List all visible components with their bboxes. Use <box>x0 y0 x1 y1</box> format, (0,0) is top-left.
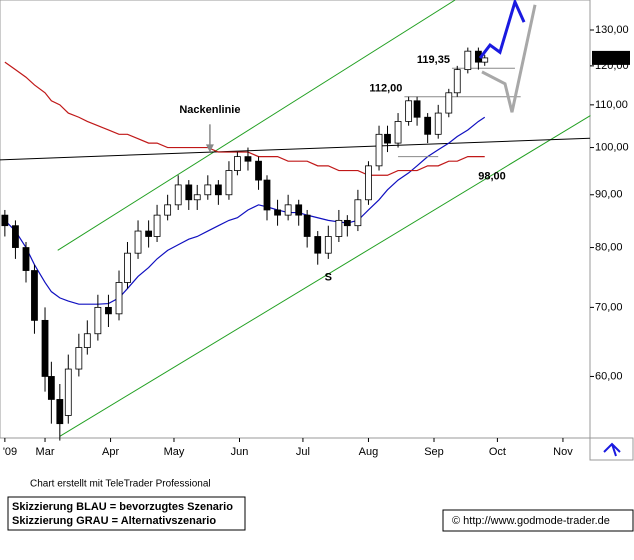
candle-body <box>1 214 9 227</box>
scenario-line <box>478 0 526 59</box>
candle-body <box>233 156 241 171</box>
y-tick-label: 90,00 <box>595 189 623 201</box>
candle-body <box>134 230 142 254</box>
candle-body <box>64 368 72 416</box>
candle-body <box>255 160 262 181</box>
candle-body <box>424 116 432 135</box>
candle-body <box>83 333 91 348</box>
y-tick-label: 60,00 <box>595 370 623 382</box>
legend-text: Skizzierung GRAU = Alternativszenario <box>12 515 216 527</box>
candle-body <box>314 236 322 254</box>
level-label: 98,00 <box>478 171 506 183</box>
plot-area <box>0 0 591 439</box>
candle-body <box>47 376 55 400</box>
candle-body <box>244 156 252 162</box>
annotation: Nackenlinie <box>179 104 240 116</box>
candle-body <box>193 194 201 201</box>
corner-icon <box>603 442 621 457</box>
candle-body <box>335 219 343 237</box>
candle-body <box>225 170 233 196</box>
x-tick-label: May <box>164 446 185 458</box>
candle-body <box>375 133 383 167</box>
candle-body <box>354 199 362 227</box>
candle-body <box>405 100 413 122</box>
candle-body <box>145 230 153 237</box>
candle-body <box>22 247 30 271</box>
candle-body <box>434 112 442 135</box>
x-tick-label: Jul <box>296 446 310 458</box>
candle-body <box>185 184 193 201</box>
candle-body <box>56 399 64 425</box>
legend-box <box>7 496 246 531</box>
trend-line <box>0 137 591 161</box>
x-tick-label: Oct <box>489 446 506 458</box>
candle-body <box>453 69 461 94</box>
x-tick-label: Jun <box>231 446 249 458</box>
trend-line <box>59 115 591 437</box>
candle-body <box>324 236 332 254</box>
candle-body <box>274 209 281 216</box>
candle-body <box>75 347 83 370</box>
last-price-label: 122,15 <box>595 52 629 64</box>
x-tick-label: Sep <box>424 446 444 458</box>
moving-average <box>4 61 485 176</box>
annotation-arrowhead <box>205 144 214 153</box>
candle-body <box>115 282 123 315</box>
x-tick-label: Aug <box>359 446 379 458</box>
candle-body <box>153 214 161 237</box>
candle-body <box>214 184 222 196</box>
y-tick-label: 110,00 <box>595 99 628 111</box>
x-tick-label: '09 <box>3 446 17 458</box>
y-tick-label: 70,00 <box>595 301 623 313</box>
candle-body <box>365 165 372 201</box>
candle-body <box>41 319 49 377</box>
legend-text: Skizzierung BLAU = bevorzugtes Szenario <box>12 501 233 513</box>
level-label: 119,35 <box>417 54 450 66</box>
corner-box <box>589 437 634 461</box>
candle-body <box>295 204 303 216</box>
trend-line <box>57 0 456 251</box>
candle-body <box>464 50 472 71</box>
candle-body <box>174 184 182 206</box>
scenario-line <box>481 4 537 113</box>
candle-body <box>394 121 402 144</box>
candle-body <box>31 270 38 321</box>
candle-body <box>303 214 311 237</box>
candle-body <box>263 179 271 211</box>
candle-body <box>105 306 112 315</box>
candle-body <box>12 225 19 248</box>
candle-body <box>343 219 351 227</box>
candle-body <box>445 92 453 114</box>
moving-average <box>4 116 486 305</box>
x-tick-label: Apr <box>102 446 119 458</box>
credit: Chart erstellt mit TeleTrader Profession… <box>30 479 211 490</box>
level-label: 112,00 <box>369 83 402 95</box>
y-tick-label: 100,00 <box>595 141 629 153</box>
x-tick-label: Nov <box>553 446 573 458</box>
candle-body <box>384 133 391 144</box>
candle-body <box>481 57 489 63</box>
y-tick-label: 130,00 <box>595 24 629 36</box>
candle-body <box>124 252 131 283</box>
source: © http://www.godmode-trader.de <box>452 515 610 527</box>
y-tick-label: 80,00 <box>595 241 623 253</box>
candle-body <box>164 204 172 216</box>
candle-body <box>413 100 421 118</box>
candle-body <box>284 204 292 216</box>
annotation: S <box>325 272 332 284</box>
candle-body <box>94 306 102 335</box>
last-price-box <box>592 50 630 65</box>
source-box <box>442 509 634 532</box>
candle-body <box>204 184 212 196</box>
x-tick-label: Mar <box>36 446 55 458</box>
